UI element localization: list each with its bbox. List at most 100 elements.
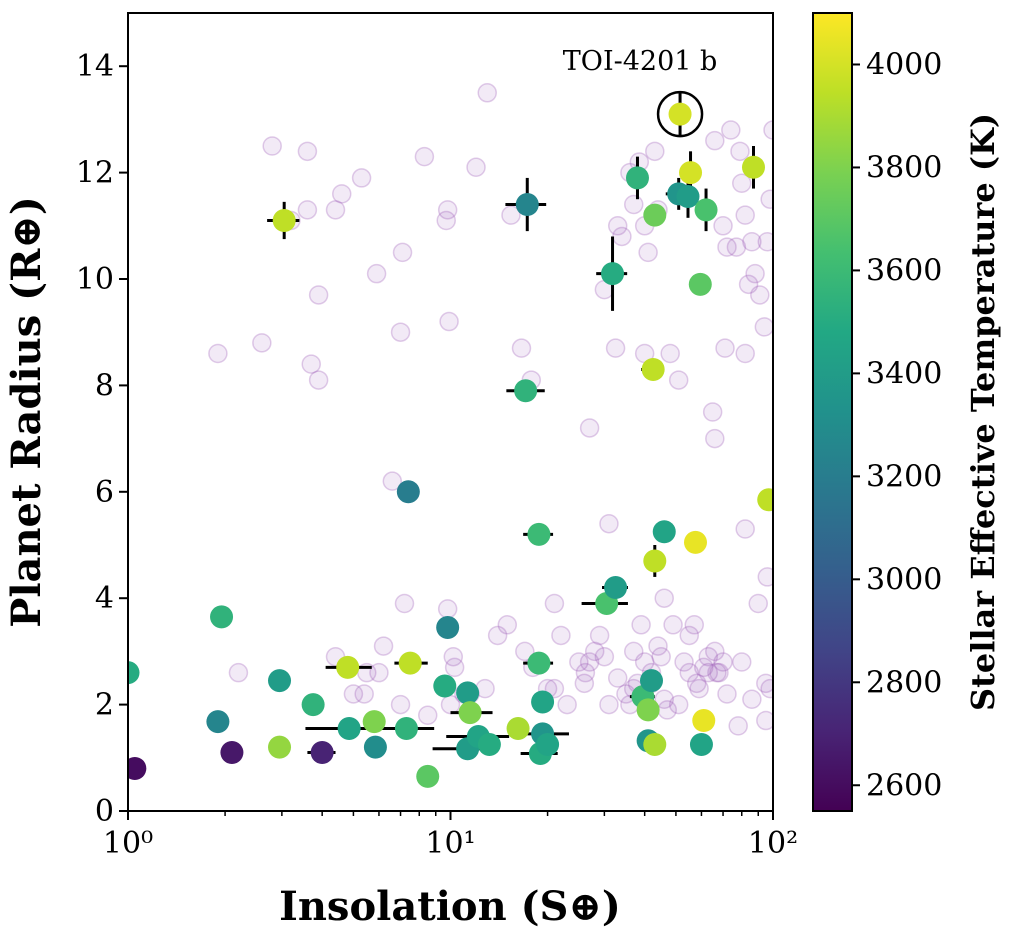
background-planet-marker (679, 662, 700, 683)
background-planet-marker (439, 311, 459, 332)
background-planet-marker (707, 662, 727, 683)
planet-marker (636, 698, 660, 722)
background-planet-marker (437, 599, 458, 619)
planet-marker (336, 655, 360, 679)
annotation-label: TOI-4201 b (563, 46, 718, 77)
colorbar-tick-label: 3200 (866, 459, 942, 494)
planet-marker (643, 203, 667, 227)
planet-marker (210, 605, 234, 629)
colorbar-tick-label: 4000 (866, 47, 942, 82)
background-planet-marker (721, 120, 741, 140)
planet-marker (601, 262, 625, 286)
planet-marker (643, 549, 667, 573)
background-planet-marker (717, 684, 737, 704)
background-planet-marker (726, 237, 747, 257)
planet-marker (128, 661, 140, 685)
background-planet-marker (763, 120, 773, 140)
background-planet-marker (444, 657, 465, 678)
planet-marker (741, 155, 765, 179)
y-tick-label: 10 (76, 262, 114, 297)
planet-marker (641, 357, 665, 381)
background-planet-marker (698, 662, 719, 683)
background-planet-marker (735, 343, 755, 364)
y-tick-label: 6 (95, 475, 114, 510)
background-planet-marker (709, 662, 729, 683)
colorbar-tick-label: 2600 (866, 768, 942, 803)
background-planet-marker (599, 694, 619, 715)
background-planet-marker (437, 200, 458, 220)
background-planet-marker (369, 662, 389, 683)
background-planet-marker (612, 226, 632, 247)
y-tick-label: 14 (76, 49, 114, 84)
planet-marker (604, 576, 628, 600)
background-planet-marker (599, 513, 619, 534)
background-planet-marker (511, 338, 532, 358)
background-planet-marker (748, 593, 768, 614)
colorbar: 2600 2800 3000 3200 3400 3600 3800 4000 Stellar… (812, 12, 1002, 812)
background-planet-marker (551, 625, 571, 646)
colorbar-tick-label: 3800 (866, 150, 942, 185)
background-planet-marker (308, 285, 329, 305)
planet-marker (679, 161, 703, 185)
colorbar-tick-label: 3400 (866, 356, 942, 391)
background-planet-marker (760, 678, 773, 699)
background-planet-marker (645, 141, 665, 162)
planet-marker (268, 735, 292, 759)
background-planet-marker (754, 317, 773, 337)
colorbar-tick-label: 3000 (866, 562, 942, 597)
colorbar-title: Stellar Effective Temperature (K) (964, 113, 1002, 711)
background-planet-marker (579, 418, 600, 438)
background-planet-marker (414, 146, 435, 167)
background-planet-marker (466, 157, 486, 178)
background-planet-marker (702, 402, 723, 422)
background-planet-marker (738, 274, 759, 295)
planet-marker (416, 764, 440, 788)
planet-marker (433, 674, 457, 698)
background-planet-marker (657, 700, 678, 720)
planet-marker (456, 681, 480, 705)
background-planet-marker (579, 652, 600, 672)
y-tick-label: 0 (95, 794, 114, 829)
background-planet-marker (623, 194, 644, 215)
background-planet-marker (351, 168, 372, 188)
background-planet-marker (679, 625, 700, 646)
background-planet-marker (717, 237, 737, 257)
background-planet-marker (651, 646, 671, 667)
x-axis: 10⁰ 10¹ 10² (103, 811, 798, 861)
x-tick-label: 10² (748, 826, 798, 861)
planet-marker (625, 166, 649, 190)
planet-marker (692, 709, 716, 733)
planet-marker (362, 710, 386, 734)
background-planet-marker (686, 673, 707, 694)
background-planet-marker (715, 338, 735, 358)
planet-marker (689, 733, 713, 756)
background-planet-marker (735, 519, 755, 539)
planet-marker (398, 651, 422, 675)
background-planet-marker (684, 615, 705, 635)
highlight-ring (656, 90, 704, 138)
background-planet-marker (354, 684, 374, 704)
background-planet-marker (594, 646, 615, 667)
y-tick-label: 2 (95, 688, 114, 723)
background-planet-marker (228, 662, 249, 683)
background-planet-marker (760, 189, 773, 209)
background-planet-marker (392, 242, 413, 263)
planet-marker (337, 717, 361, 741)
planet-marker (396, 480, 420, 504)
background-planet-marker (390, 322, 411, 342)
background-planet-marker (648, 636, 668, 656)
x-axis-title: Insolation (S⊕) (279, 883, 621, 930)
background-planet-marker (440, 694, 461, 715)
background-planet-marker (660, 343, 680, 364)
planet-marker (643, 733, 667, 756)
x-tick-label: 10⁰ (103, 826, 153, 861)
background-planet-marker (497, 615, 518, 635)
background-planet-marker (382, 471, 403, 491)
background-planet-marker (731, 652, 752, 672)
background-planet-marker (343, 684, 364, 704)
y-tick-label: 8 (95, 368, 114, 403)
background-planet-marker (394, 593, 415, 614)
background-planet-marker (705, 130, 725, 151)
planet-marker (458, 701, 482, 725)
background-planet-marker (301, 354, 321, 374)
